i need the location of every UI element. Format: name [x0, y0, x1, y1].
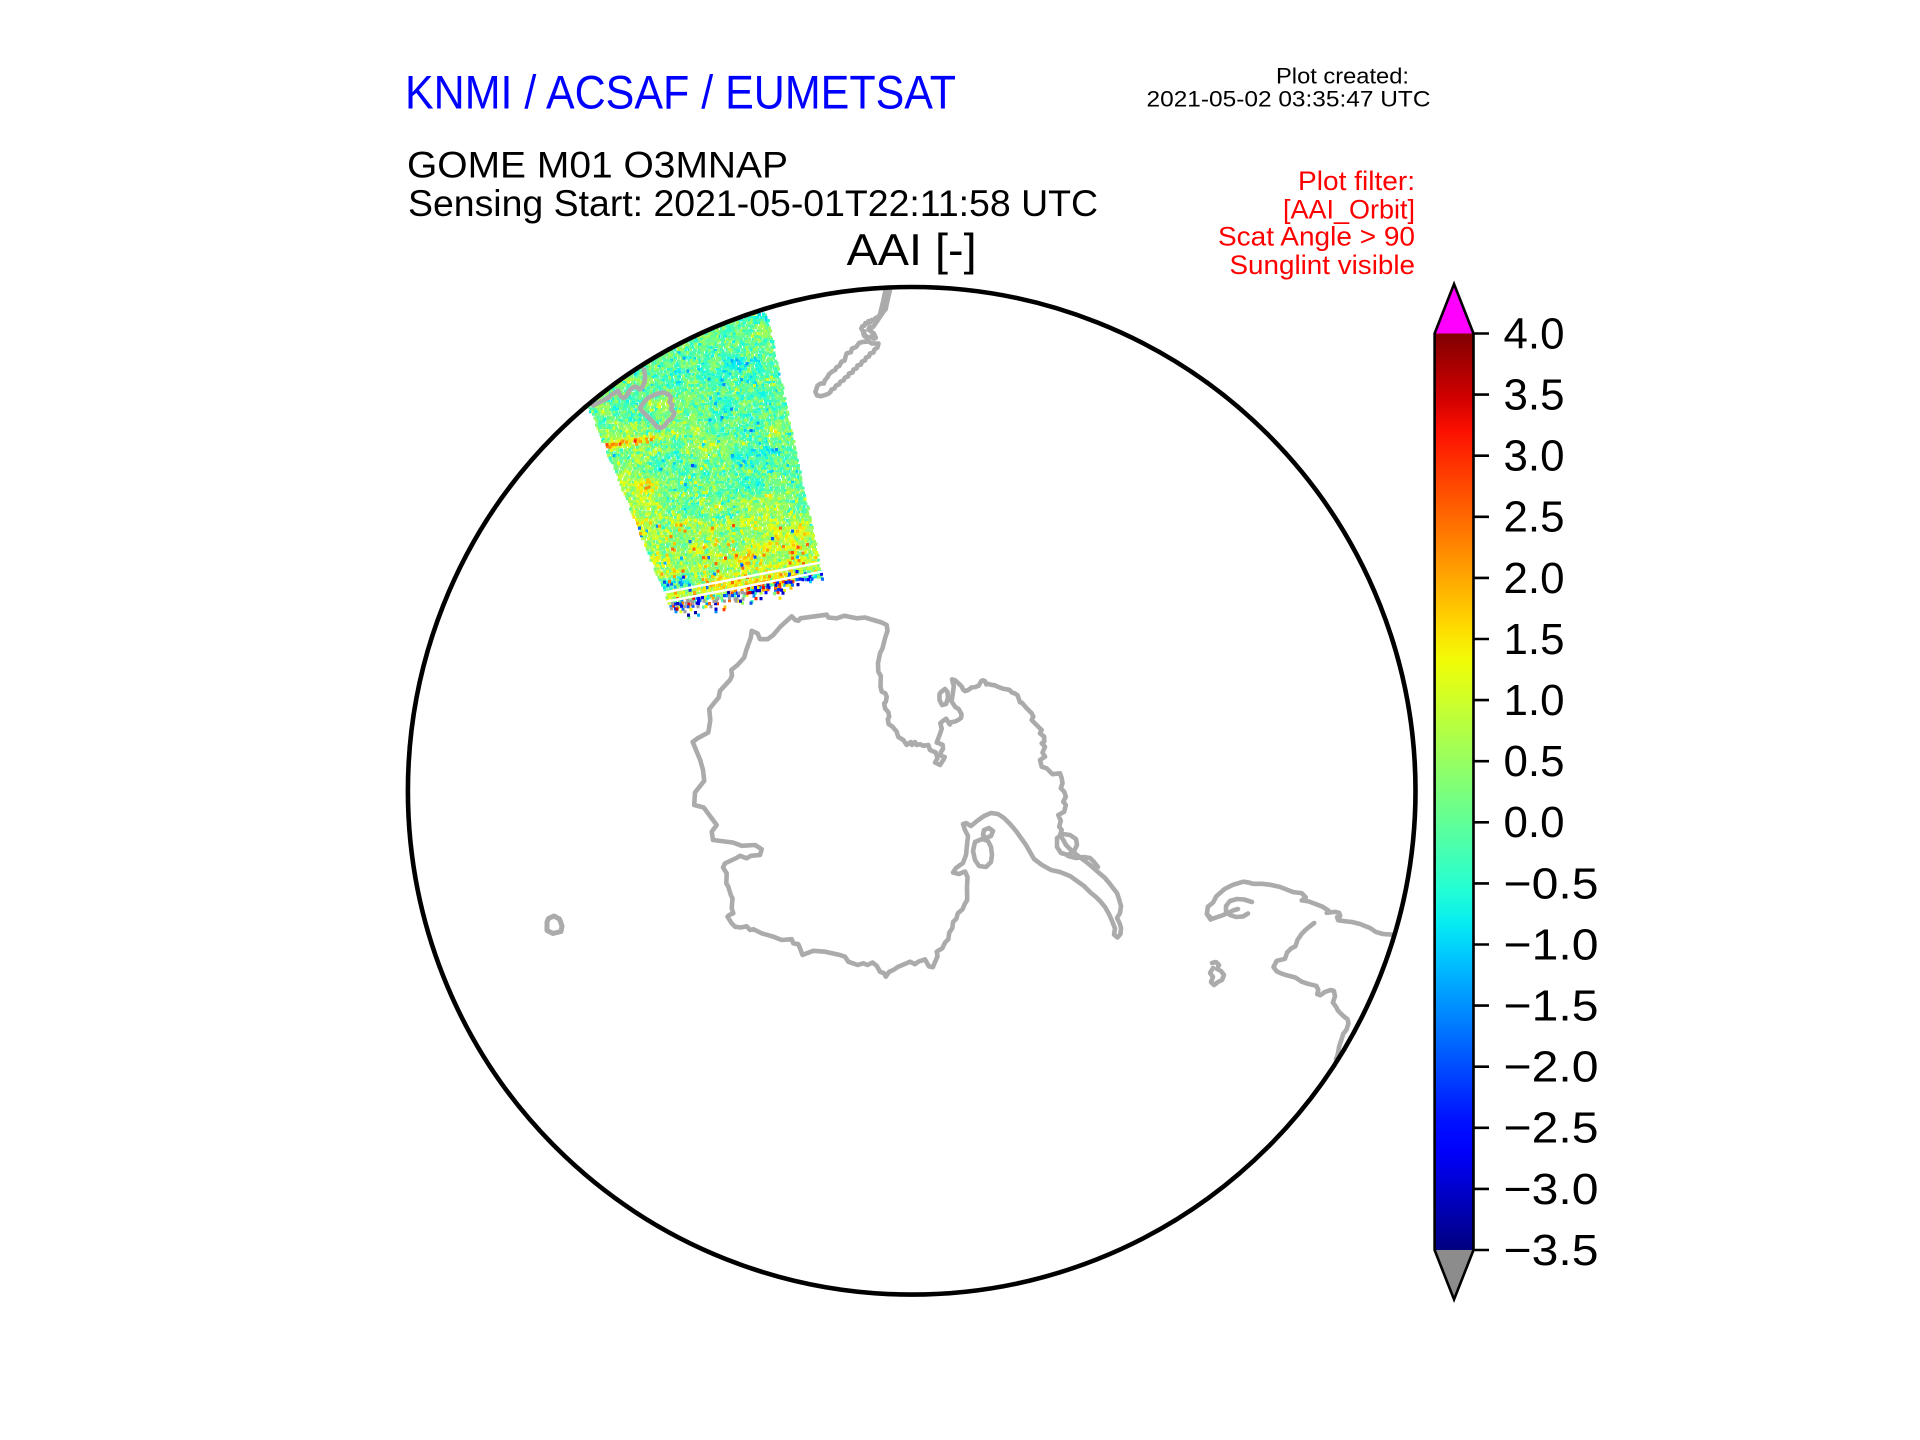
svg-text:2.0: 2.0 — [1504, 554, 1565, 603]
svg-text:Plot filter:: Plot filter: — [1298, 166, 1415, 196]
svg-text:Sensing Start: 2021-05-01T22:1: Sensing Start: 2021-05-01T22:11:58 UTC — [408, 183, 1098, 224]
svg-text:1.5: 1.5 — [1504, 615, 1565, 664]
svg-text:−3.5: −3.5 — [1504, 1226, 1599, 1275]
svg-text:AAI [-]: AAI [-] — [847, 226, 977, 275]
svg-text:3.0: 3.0 — [1504, 432, 1565, 481]
svg-text:0.5: 0.5 — [1504, 737, 1565, 786]
svg-text:0.0: 0.0 — [1504, 798, 1565, 847]
svg-text:−1.0: −1.0 — [1504, 920, 1599, 969]
svg-text:Sunglint visible: Sunglint visible — [1230, 250, 1416, 280]
svg-text:1.0: 1.0 — [1504, 676, 1565, 725]
svg-text:4.0: 4.0 — [1504, 309, 1565, 358]
svg-text:2.5: 2.5 — [1504, 493, 1565, 542]
svg-text:GOME M01 O3MNAP: GOME M01 O3MNAP — [407, 145, 788, 186]
svg-text:−1.5: −1.5 — [1504, 982, 1599, 1031]
svg-text:−0.5: −0.5 — [1504, 859, 1599, 908]
svg-text:Plot created:: Plot created: — [1276, 64, 1409, 89]
svg-text:KNMI / ACSAF / EUMETSAT: KNMI / ACSAF / EUMETSAT — [405, 67, 956, 120]
svg-text:Scat Angle > 90: Scat Angle > 90 — [1218, 221, 1415, 251]
svg-text:[AAI_Orbit]: [AAI_Orbit] — [1283, 194, 1415, 224]
svg-text:−3.0: −3.0 — [1504, 1165, 1599, 1214]
svg-text:−2.5: −2.5 — [1504, 1104, 1599, 1153]
svg-text:2021-05-02 03:35:47 UTC: 2021-05-02 03:35:47 UTC — [1147, 87, 1431, 112]
svg-text:3.5: 3.5 — [1504, 371, 1565, 420]
svg-text:−2.0: −2.0 — [1504, 1043, 1599, 1092]
